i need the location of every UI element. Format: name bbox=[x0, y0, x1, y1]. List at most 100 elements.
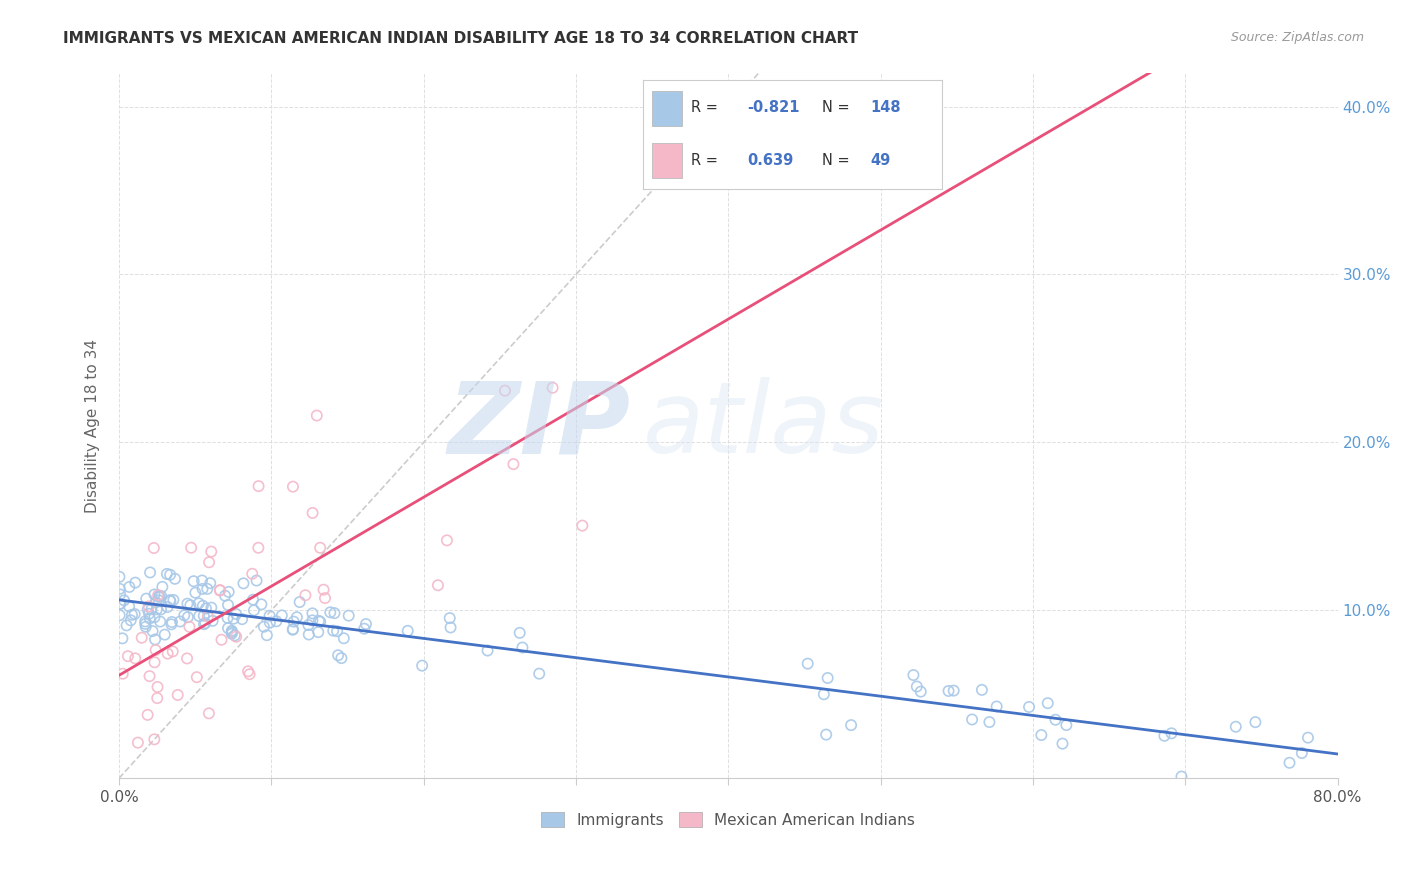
Point bbox=[120, 613, 142, 627]
Point bbox=[162, 644, 184, 658]
Point bbox=[240, 566, 263, 581]
Point bbox=[124, 575, 146, 590]
Point bbox=[184, 585, 207, 599]
Point bbox=[221, 625, 243, 640]
Point bbox=[176, 597, 198, 611]
Point bbox=[270, 608, 292, 623]
Point bbox=[1052, 737, 1074, 751]
Point bbox=[309, 541, 332, 555]
Point bbox=[796, 657, 818, 671]
Point bbox=[502, 457, 524, 471]
Point bbox=[200, 544, 222, 558]
Point bbox=[330, 651, 353, 665]
Point bbox=[1153, 729, 1175, 743]
Point bbox=[180, 541, 202, 555]
Point bbox=[166, 688, 188, 702]
Point bbox=[162, 593, 184, 607]
Point bbox=[146, 588, 169, 602]
Point bbox=[110, 597, 132, 611]
Point bbox=[160, 615, 183, 629]
Point bbox=[176, 651, 198, 665]
Point bbox=[436, 533, 458, 548]
Point bbox=[159, 593, 181, 607]
Point bbox=[221, 627, 243, 641]
Point bbox=[111, 666, 134, 681]
Point bbox=[108, 570, 131, 584]
Text: IMMIGRANTS VS MEXICAN AMERICAN INDIAN DISABILITY AGE 18 TO 34 CORRELATION CHART: IMMIGRANTS VS MEXICAN AMERICAN INDIAN DI… bbox=[63, 31, 859, 46]
Point bbox=[813, 687, 835, 701]
Point bbox=[960, 713, 983, 727]
Point bbox=[1054, 718, 1077, 732]
Point bbox=[571, 518, 593, 533]
Point bbox=[1045, 713, 1067, 727]
Point bbox=[283, 615, 305, 629]
Point bbox=[146, 691, 169, 706]
Point bbox=[108, 597, 131, 611]
Point bbox=[198, 706, 221, 721]
Point bbox=[979, 714, 1001, 729]
Point bbox=[214, 589, 236, 603]
Point bbox=[231, 612, 253, 626]
Point bbox=[163, 572, 186, 586]
Point bbox=[1291, 746, 1313, 760]
Point bbox=[150, 580, 173, 594]
Point bbox=[326, 624, 349, 639]
Point bbox=[208, 583, 231, 598]
Point bbox=[1031, 728, 1053, 742]
Point bbox=[173, 608, 195, 623]
Point bbox=[134, 615, 156, 629]
Point bbox=[314, 591, 336, 605]
Point bbox=[294, 588, 316, 602]
Point bbox=[942, 683, 965, 698]
Point bbox=[218, 585, 240, 599]
Point bbox=[177, 610, 200, 624]
Point bbox=[266, 615, 288, 629]
Point bbox=[135, 620, 157, 634]
Point bbox=[225, 630, 247, 644]
Point bbox=[187, 596, 209, 610]
Point bbox=[243, 603, 266, 617]
Point bbox=[191, 599, 214, 613]
Point bbox=[193, 608, 215, 623]
Point bbox=[200, 576, 222, 591]
Point bbox=[259, 615, 281, 630]
Point bbox=[197, 609, 219, 624]
Point bbox=[308, 614, 330, 628]
Point bbox=[143, 610, 166, 624]
Point bbox=[108, 582, 131, 596]
Point bbox=[169, 615, 191, 629]
Point bbox=[211, 632, 233, 647]
Point bbox=[111, 632, 134, 646]
Point bbox=[910, 684, 932, 698]
Point bbox=[221, 624, 243, 638]
Point bbox=[124, 607, 146, 621]
Point bbox=[326, 648, 349, 663]
Point bbox=[146, 602, 169, 616]
Point bbox=[191, 582, 214, 596]
Point bbox=[301, 506, 323, 520]
Point bbox=[159, 567, 181, 582]
Point bbox=[131, 631, 153, 645]
Point bbox=[194, 601, 217, 615]
Point bbox=[309, 615, 332, 629]
Point bbox=[159, 594, 181, 608]
Point bbox=[986, 699, 1008, 714]
Point bbox=[136, 707, 159, 722]
Point bbox=[250, 598, 273, 612]
Point bbox=[236, 665, 259, 679]
Point bbox=[150, 589, 173, 603]
Point bbox=[153, 627, 176, 641]
Point bbox=[201, 614, 224, 628]
Point bbox=[146, 680, 169, 694]
Point bbox=[247, 541, 270, 555]
Point bbox=[247, 479, 270, 493]
Point bbox=[194, 616, 217, 631]
Point bbox=[297, 618, 319, 632]
Point bbox=[477, 643, 499, 657]
Text: atlas: atlas bbox=[643, 377, 884, 475]
Point bbox=[124, 651, 146, 665]
Point bbox=[301, 613, 323, 627]
Point bbox=[193, 617, 215, 632]
Point bbox=[1036, 696, 1059, 710]
Point bbox=[288, 595, 311, 609]
